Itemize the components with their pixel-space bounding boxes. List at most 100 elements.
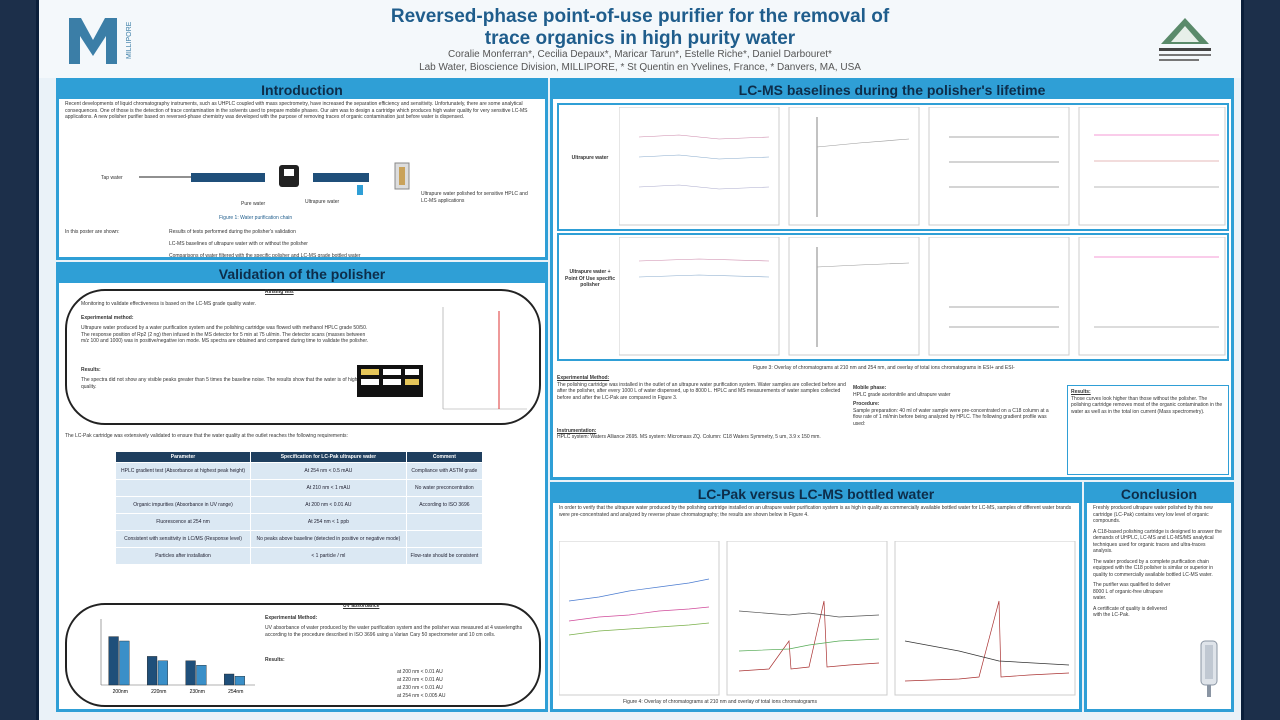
lcms-procedure-section: Mobile phase: HPLC grade acetonitrile an… [853,385,1053,477]
table-cell: Particles after installation [114,547,252,565]
table-row: At 210 nm < 1 mAU No water preconcentrat… [114,479,484,497]
table-row: Fluorescence at 254 nm At 254 nm < 1 ppb [114,513,484,531]
table-header: Parameter [114,451,252,463]
diagram-label-pure: Pure water [241,201,266,207]
table-cell: No water preconcentration [405,479,484,497]
table-cell: According to ISO 3696 [405,496,484,514]
lcms-instr-title: Instrumentation: [557,427,597,434]
mobile-phase-title: Mobile phase: [853,385,887,391]
table-cell: Fluorescence at 254 nm [114,513,252,531]
conclusion-point: A certificate of quality is delivered wi… [1093,605,1167,619]
lcms-results-box: Results: Those curves look higher than t… [1067,385,1229,475]
purification-diagram [139,162,410,195]
table-row: Consistent with sensitivity in LC/MS (Re… [114,530,484,548]
table-cell: Consistent with sensitivity in LC/MS (Re… [114,530,252,548]
uv-bar [108,636,119,686]
uv-tick-label: 254nm [228,689,243,695]
uv-value: at 220 nm < 0.01 AU [397,677,443,683]
lcms-exp-text: The polishing cartridge was installed in… [557,381,846,401]
poster-header: MILLIPORE Reversed-phase point-of-use pu… [39,0,1241,78]
uv-results-title: Results: [265,657,285,663]
conclusion-heading: Conclusion [1087,485,1231,503]
procedure-text: Sample preparation: 40 ml of water sampl… [853,407,1049,427]
rinsing-test-intro: Monitoring to validate effectiveness is … [81,301,257,307]
cartridge-validation-text: The LC-Pak cartridge was extensively val… [65,433,348,439]
table-header: Comment [405,451,484,463]
millipore-logo: MILLIPORE [69,18,133,64]
validation-panel: Validation of the polisher Rinsing test … [56,262,548,712]
rinsing-test-title: Rinsing test [265,289,294,295]
uv-exp-title: Experimental Method: [265,615,318,621]
uv-bar [223,673,235,686]
ms-spectrum-chart [442,307,527,410]
conclusion-point: The purifier was qualified to deliver 80… [1093,582,1171,601]
lcms-exp-section: Experimental Method: The polishing cartr… [557,375,847,477]
diagram-label-tap: Tap water [101,175,123,181]
diagram-label-ultrapure: Ultrapure water [305,199,340,205]
table-cell: Flow-rate should be consistent [405,547,484,565]
uv-bar [119,640,130,686]
rinsing-test-bubble: Rinsing test Monitoring to validate effe… [65,289,541,425]
logo-text: MILLIPORE [126,21,133,59]
table-cell: At 210 nm < 1 mAU [250,479,407,497]
uv-tick-label: 200nm [113,689,128,695]
row-label-polished: Ultrapure water + Point Of Use specific … [565,269,616,288]
lcms-caption: Figure 3: Overlay of chromatograms at 21… [753,365,1015,371]
introduction-panel: Introduction Recent developments of liqu… [56,78,548,260]
uv-bar [146,656,158,686]
table-row: Particles after installation < 1 particl… [114,547,484,565]
conclusion-panel: Conclusion Freshly produced ultrapure wa… [1084,482,1234,712]
table-row: HPLC gradient test (Absorbance at highes… [114,462,484,480]
lcms-exp-title: Experimental Method: [557,375,610,381]
uv-value: at 200 nm < 0.01 AU [397,669,443,675]
exp-method-title: Experimental method: [81,315,134,321]
chromatogram-row-1 [619,107,1226,226]
uv-exp-text: UV absorbance of water produced by the w… [265,625,523,638]
title-line-2: trace organics in high purity water [484,28,796,49]
uv-bar [157,660,168,686]
table-cell [114,479,252,497]
mini-table-graphic [357,365,423,397]
results-text: The spectra did not show any visible pea… [81,377,358,390]
row-label-ultrapure: Ultrapure water [571,155,609,161]
chromatogram-row-2 [619,237,1226,356]
bullet-2: LC-MS baselines of ultrapure water with … [169,241,308,247]
bullet-3: Comparisons of water filtered with the s… [169,253,361,259]
introduction-heading: Introduction [59,81,545,99]
diagram-caption: Figure 1: Water purification chain [219,215,293,221]
uv-absorbance-bubble: UV absorbance 200nm 220nm 230nm 254nm Exper… [65,603,541,707]
table-cell: At 254 nm < 0.5 mAU [250,462,407,480]
uv-tick-label: 230nm [190,689,205,695]
conclusion-point: A C18-based polishing cartridge is desig… [1093,528,1222,555]
lcpak-intro: In order to verify that the ultrapure wa… [559,505,1072,518]
poster: MILLIPORE Reversed-phase point-of-use pu… [36,0,1244,720]
title-line-1: Reversed-phase point-of-use purifier for… [390,6,890,27]
lcpak-heading: LC-Pak versus LC-MS bottled water [553,485,1079,503]
exp-method-text: Ultrapure water produced by a water puri… [81,325,369,344]
lcms-instr-text: HPLC system: Waters Alliance 2695. MS sy… [557,434,821,440]
mobile-phase-text: HPLC grade acetonitrile and ultrapure wa… [853,391,951,398]
lcms-row-2: Ultrapure water + Point Of Use specific … [557,233,1229,361]
lcpak-panel: LC-Pak versus LC-MS bottled water In ord… [550,482,1082,712]
bullet-1: Results of tests performed during the po… [169,229,296,235]
lcpak-chromatograms [559,541,1076,696]
diagram-label-polished: Ultrapure water polished for sensitive H… [421,191,528,204]
bullets-intro: In this poster are shown: [65,229,120,235]
uv-bar [234,676,245,686]
table-cell: Organic impurities (Absorbance in UV ran… [114,496,252,514]
uv-bar-chart: 200nm 220nm 230nm 254nm [100,619,255,695]
uv-bar [196,665,207,686]
authors-block: Coralie Monferran*, Cecilia Depaux*, Mar… [239,48,1041,74]
lcms-results-text: Those curves look higher than those with… [1071,395,1223,415]
uv-title: UV absorbance [343,603,380,609]
conclusion-point: The water produced by a complete purific… [1093,558,1214,578]
table-cell [405,513,484,531]
authors: Coralie Monferran*, Cecilia Depaux*, Mar… [448,49,832,60]
table-row: Organic impurities (Absorbance in UV ran… [114,496,484,514]
table-cell: HPLC gradient test (Absorbance at highes… [114,462,252,480]
cartridge-image [1200,640,1218,697]
results-title: Results: [81,367,101,373]
table-cell: At 200 nm < 0.01 AU [250,496,407,514]
table-cell: At 254 nm < 1 ppb [250,513,407,531]
uv-tick-label: 220nm [151,689,166,695]
